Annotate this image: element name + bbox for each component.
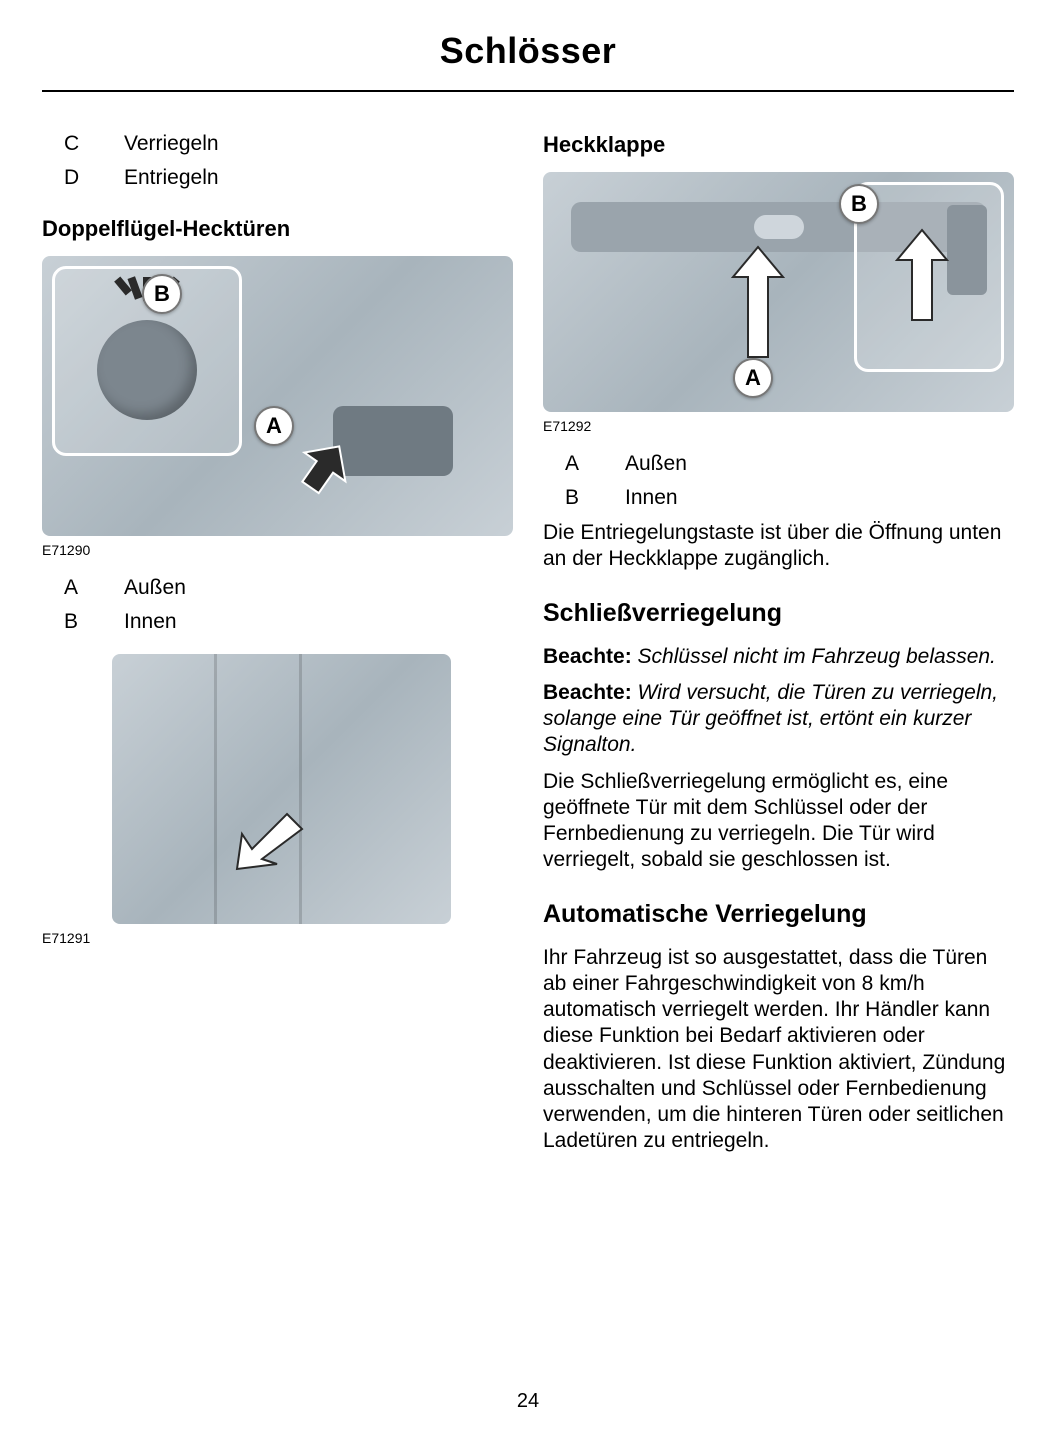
note-label: Beachte:	[543, 681, 632, 704]
note-body: Schlüssel nicht im Fahrzeug belassen.	[632, 645, 996, 668]
definition-row: A Außen	[42, 576, 513, 600]
callout-b: B	[839, 184, 879, 224]
definition-row: D Entriegeln	[42, 166, 513, 190]
left-column: C Verriegeln D Entriegeln Doppelflügel-H…	[42, 132, 513, 1155]
definition-letter: A	[64, 576, 124, 600]
figure-rear-doors: B A	[42, 256, 513, 536]
definition-letter: B	[64, 610, 124, 634]
section-automatische-verriegelung: Automatische Verriegelung	[543, 900, 1014, 929]
page-number: 24	[0, 1390, 1056, 1413]
note: Beachte: Wird versucht, die Türen zu ver…	[543, 680, 1014, 759]
page-title: Schlösser	[0, 0, 1056, 90]
content-columns: C Verriegeln D Entriegeln Doppelflügel-H…	[0, 92, 1056, 1155]
arrow-icon	[723, 242, 793, 372]
definition-letter: D	[64, 166, 124, 190]
figure-tailgate: B A	[543, 172, 1014, 412]
definition-text: Innen	[124, 610, 513, 634]
definition-letter: A	[565, 452, 625, 476]
definition-letter: C	[64, 132, 124, 156]
definition-letter: B	[565, 486, 625, 510]
right-column: Heckklappe B A E71292 A Außen	[543, 132, 1014, 1155]
paragraph: Die Entriegelungstaste ist über die Öffn…	[543, 520, 1014, 573]
figure-door-edge	[112, 654, 451, 924]
definition-row: B Innen	[42, 610, 513, 634]
definition-text: Innen	[625, 486, 1014, 510]
callout-a: A	[733, 358, 773, 398]
callout-b: B	[142, 274, 182, 314]
figure-id: E71291	[42, 930, 513, 946]
definition-text: Außen	[124, 576, 513, 600]
arrow-icon	[222, 804, 312, 874]
figure-id: E71292	[543, 418, 1014, 434]
paragraph: Die Schließverriegelung ermöglicht es, e…	[543, 769, 1014, 874]
definition-row: C Verriegeln	[42, 132, 513, 156]
note: Beachte: Schlüssel nicht im Fahrzeug bel…	[543, 644, 1014, 670]
definition-text: Entriegeln	[124, 166, 513, 190]
figure-id: E71290	[42, 542, 513, 558]
section-schliessverriegelung: Schließverriegelung	[543, 599, 1014, 628]
definition-text: Außen	[625, 452, 1014, 476]
subheading-heckklappe: Heckklappe	[543, 132, 1014, 158]
note-label: Beachte:	[543, 645, 632, 668]
definition-row: B Innen	[543, 486, 1014, 510]
arrow-icon	[282, 436, 362, 506]
callout-a: A	[254, 406, 294, 446]
subheading-doppelfluegel: Doppelflügel-Hecktüren	[42, 216, 513, 242]
paragraph: Ihr Fahrzeug ist so ausgestattet, dass d…	[543, 945, 1014, 1155]
definition-text: Verriegeln	[124, 132, 513, 156]
definition-row: A Außen	[543, 452, 1014, 476]
arrow-icon	[887, 225, 957, 335]
